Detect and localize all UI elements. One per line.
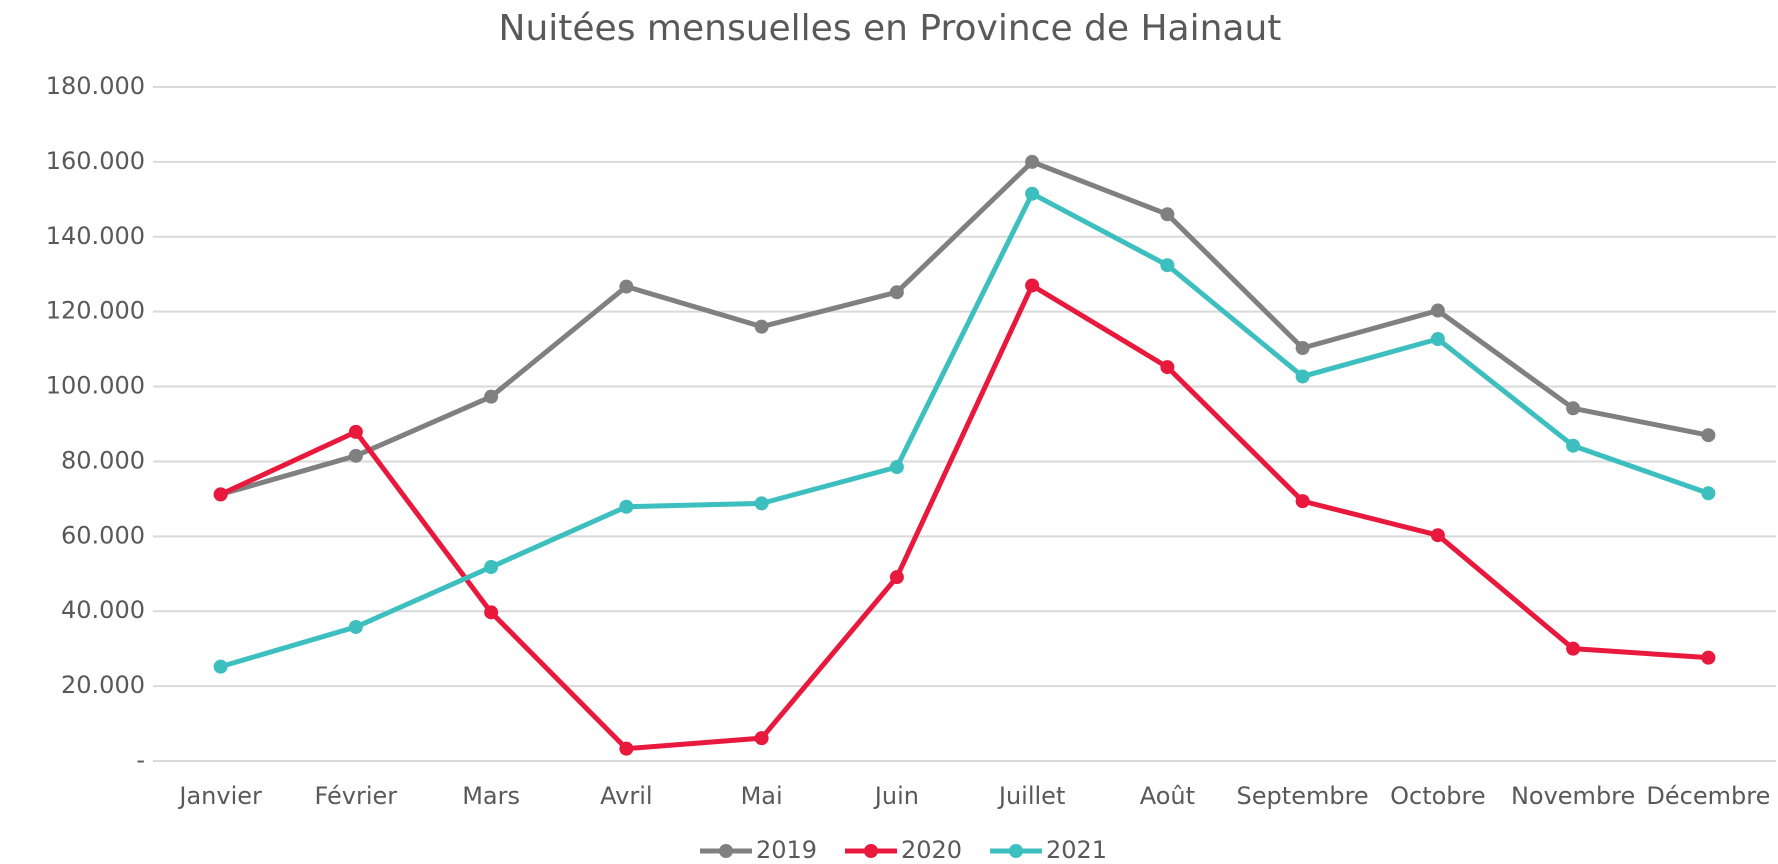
x-tick-label: Mai — [741, 782, 783, 810]
data-point — [1701, 486, 1716, 501]
data-point — [1430, 332, 1445, 347]
data-point — [1295, 340, 1310, 355]
data-point — [754, 731, 769, 746]
data-point — [213, 487, 228, 502]
data-point — [619, 279, 634, 294]
data-point — [1295, 369, 1310, 384]
y-tick-label: 160.000 — [46, 147, 145, 175]
data-point — [1025, 154, 1040, 169]
y-tick-label: 20.000 — [61, 671, 145, 699]
x-tick-label: Décembre — [1646, 782, 1770, 810]
legend-marker — [1009, 844, 1023, 858]
data-point — [889, 570, 904, 585]
data-point — [1566, 438, 1581, 453]
x-tick-label: Mars — [462, 782, 520, 810]
data-point — [754, 496, 769, 511]
series-line — [219, 282, 1709, 752]
data-point — [889, 285, 904, 300]
data-point — [348, 424, 363, 439]
x-tick-label: Janvier — [177, 782, 262, 810]
y-tick-label: - — [136, 746, 145, 774]
data-point — [1430, 528, 1445, 543]
data-point — [754, 319, 769, 334]
data-point — [889, 460, 904, 475]
y-tick-label: 120.000 — [46, 297, 145, 325]
x-tick-label: Novembre — [1511, 782, 1635, 810]
data-point — [1430, 303, 1445, 318]
data-point — [1160, 360, 1175, 375]
y-tick-label: 140.000 — [46, 222, 145, 250]
legend-label: 2021 — [1046, 836, 1107, 864]
data-point — [1025, 278, 1040, 293]
x-tick-label: Février — [315, 782, 398, 810]
y-tick-label: 40.000 — [61, 596, 145, 624]
data-point — [1160, 207, 1175, 222]
y-tick-label: 100.000 — [46, 372, 145, 400]
data-point — [619, 499, 634, 514]
x-tick-label: Avril — [600, 782, 652, 810]
legend-marker — [719, 844, 733, 858]
data-point — [484, 560, 499, 575]
data-point — [484, 605, 499, 620]
data-point — [348, 448, 363, 463]
data-point — [1701, 650, 1716, 665]
series-line — [219, 191, 1710, 670]
legend-label: 2020 — [901, 836, 962, 864]
x-tick-label: Juillet — [997, 782, 1065, 810]
data-point — [619, 741, 634, 756]
data-point — [213, 659, 228, 674]
series-line — [219, 159, 1709, 497]
y-tick-label: 80.000 — [61, 446, 145, 474]
y-tick-label: 60.000 — [61, 521, 145, 549]
y-tick-label: 180.000 — [46, 72, 145, 100]
legend-marker — [864, 844, 878, 858]
data-point — [484, 389, 499, 404]
legend-label: 2019 — [756, 836, 817, 864]
data-point — [1701, 428, 1716, 443]
data-point — [1295, 494, 1310, 509]
data-point — [1566, 401, 1581, 416]
chart-title: Nuitées mensuelles en Province de Hainau… — [499, 8, 1282, 49]
x-tick-label: Septembre — [1237, 782, 1369, 810]
x-tick-label: Juin — [873, 782, 919, 810]
data-point — [348, 619, 363, 634]
data-point — [1566, 641, 1581, 656]
x-tick-label: Août — [1140, 782, 1195, 810]
x-tick-label: Octobre — [1390, 782, 1486, 810]
data-point — [1025, 186, 1040, 201]
data-point — [1160, 258, 1175, 273]
